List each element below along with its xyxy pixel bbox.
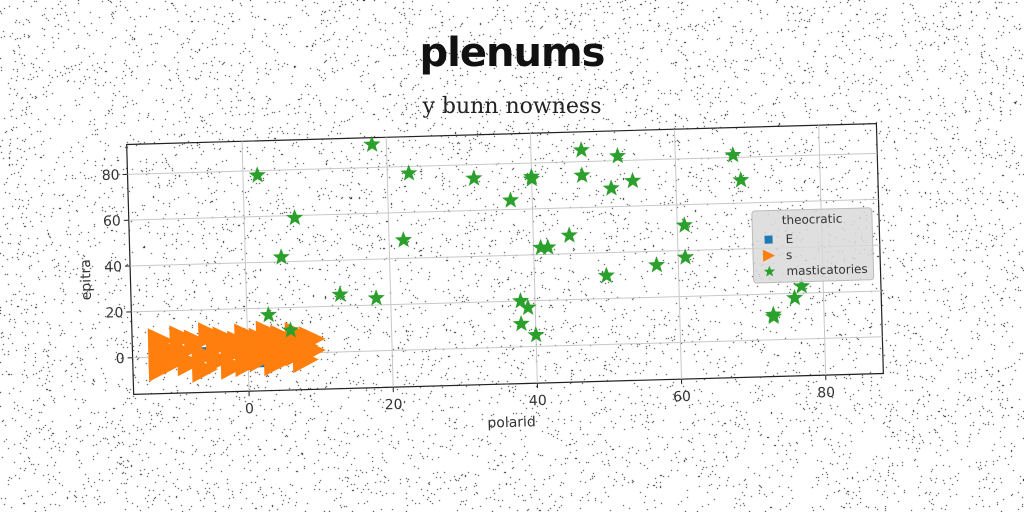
page-title: plenums bbox=[419, 30, 606, 76]
y-tick-label: 60 bbox=[103, 213, 121, 229]
data-point-star bbox=[286, 208, 304, 226]
data-point-star bbox=[539, 238, 557, 255]
x-tick-label: 80 bbox=[817, 385, 835, 401]
legend-marker bbox=[762, 249, 776, 262]
x-tick-label: 0 bbox=[245, 401, 254, 417]
data-point-star bbox=[394, 231, 412, 248]
data-point-star bbox=[597, 266, 615, 284]
data-point-triangle-right bbox=[177, 350, 204, 377]
x-axis-label: polarid bbox=[487, 414, 536, 431]
data-point-star bbox=[259, 305, 278, 323]
y-tick-label: 80 bbox=[102, 168, 120, 184]
data-point-star bbox=[675, 216, 693, 233]
data-point-star bbox=[573, 166, 591, 183]
x-tick-label: 60 bbox=[673, 389, 691, 405]
data-point-star bbox=[367, 289, 385, 306]
data-point-star bbox=[522, 167, 541, 185]
x-tick-label: 20 bbox=[385, 397, 403, 413]
data-point-star bbox=[512, 291, 530, 309]
legend-label: s bbox=[786, 248, 793, 262]
data-point-star bbox=[527, 325, 545, 343]
data-point-star bbox=[248, 166, 266, 183]
data-point-star bbox=[764, 307, 783, 325]
grid-line-y bbox=[128, 198, 879, 221]
grid-line-x bbox=[674, 129, 683, 380]
y-axis-label: epitra bbox=[78, 259, 95, 301]
y-tick-label: 0 bbox=[116, 351, 125, 367]
data-point-star bbox=[281, 321, 300, 338]
data-point-triangle-right bbox=[169, 339, 196, 366]
data-point-star bbox=[363, 135, 381, 153]
legend-marker bbox=[763, 265, 776, 277]
data-point-star bbox=[465, 169, 483, 186]
data-point-star bbox=[272, 248, 290, 265]
data-point-star bbox=[732, 171, 750, 188]
data-point-triangle-right bbox=[263, 350, 291, 377]
legend-label: masticatories bbox=[786, 262, 868, 278]
legend-title: theocratic bbox=[782, 212, 843, 228]
legend-marker bbox=[764, 235, 773, 244]
data-point-star bbox=[608, 147, 627, 164]
data-point-triangle-right bbox=[220, 353, 247, 380]
data-point-triangle-right bbox=[205, 347, 233, 374]
data-point-star bbox=[624, 171, 642, 189]
data-point-star bbox=[648, 256, 666, 273]
axis-ticks: 0 20 40 60 80 0 20 40 60 80 bbox=[102, 168, 836, 418]
data-point-star bbox=[786, 288, 804, 306]
grid-line-y bbox=[131, 290, 882, 313]
data-point-star bbox=[676, 248, 694, 265]
data-point-triangle-right bbox=[234, 323, 261, 350]
grid-line-x bbox=[385, 137, 394, 388]
data-point-star bbox=[560, 226, 578, 243]
data-point-star bbox=[602, 179, 620, 196]
data-point-star bbox=[519, 298, 537, 316]
data-point-triangle-right bbox=[155, 337, 182, 364]
data-point-triangle-right bbox=[198, 322, 225, 349]
data-marks bbox=[147, 135, 811, 383]
data-point-star bbox=[502, 191, 520, 208]
y-tick-label: 20 bbox=[105, 305, 123, 321]
data-point-triangle-right bbox=[299, 337, 326, 364]
legend-label: E bbox=[785, 232, 793, 246]
data-point-triangle-right bbox=[234, 351, 262, 378]
grid-line-y bbox=[127, 152, 878, 175]
plot-area bbox=[126, 122, 884, 396]
chart-title: y bunn nowness bbox=[422, 94, 602, 119]
legend-box bbox=[751, 207, 875, 284]
data-point-star bbox=[512, 314, 530, 332]
x-tick-label: 40 bbox=[529, 393, 547, 409]
data-point-triangle-right bbox=[148, 355, 175, 382]
data-point-triangle-right bbox=[183, 329, 211, 356]
y-tick-label: 40 bbox=[104, 259, 122, 275]
data-point-star bbox=[792, 277, 811, 294]
data-point-triangle-right bbox=[191, 356, 219, 383]
data-point-star bbox=[724, 146, 742, 163]
data-point-star bbox=[400, 164, 418, 181]
data-point-star bbox=[331, 285, 349, 302]
data-point-triangle-right bbox=[212, 326, 239, 353]
data-point-star bbox=[572, 141, 590, 158]
